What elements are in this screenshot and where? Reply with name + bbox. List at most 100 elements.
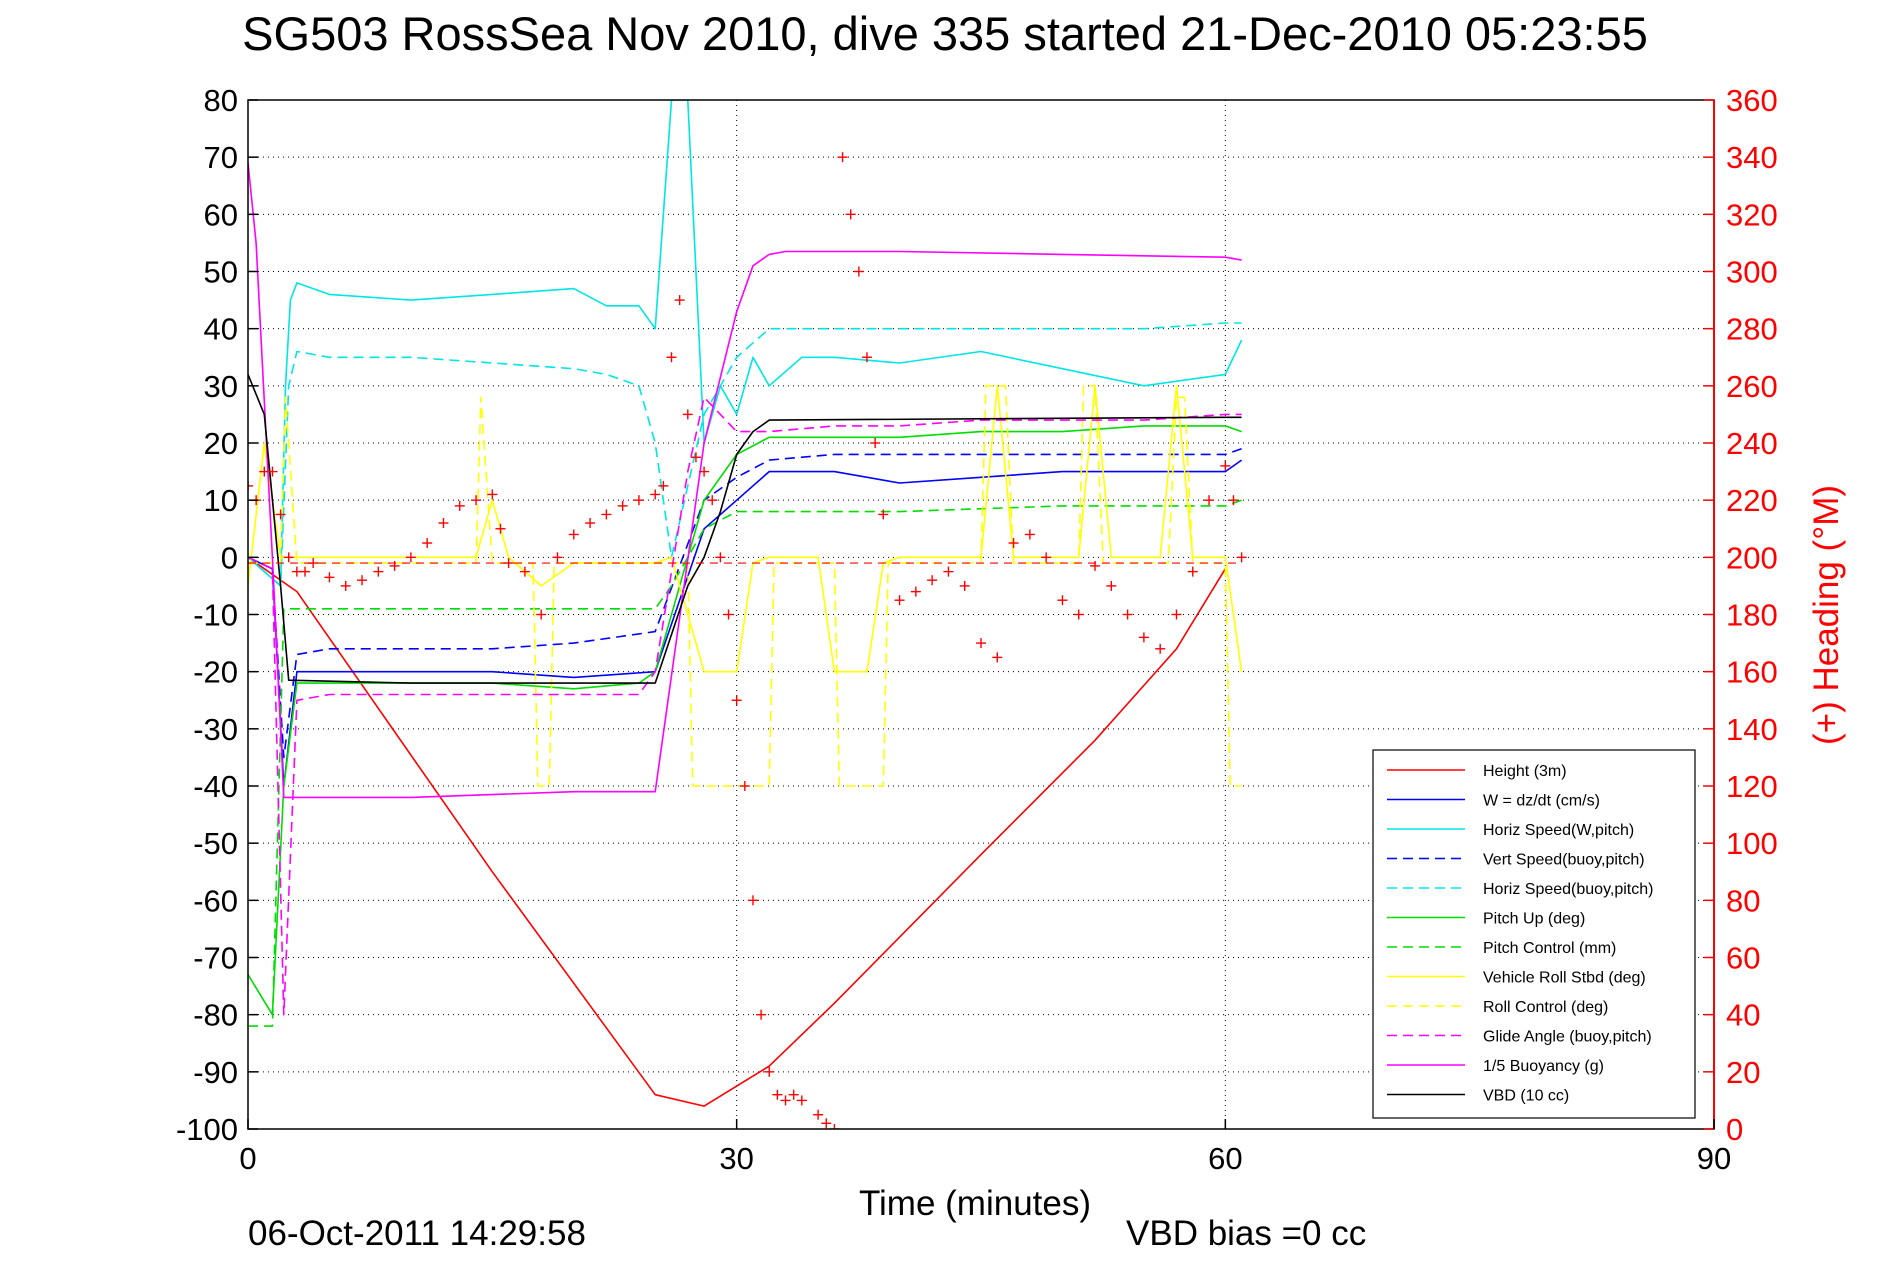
heading-point bbox=[707, 495, 718, 506]
heading-point bbox=[495, 523, 506, 534]
heading-point bbox=[601, 509, 612, 520]
heading-point bbox=[731, 695, 742, 706]
series-line-1 bbox=[248, 459, 1243, 787]
legend-item: Horiz Speed(W,pitch) bbox=[1387, 822, 1634, 839]
y2-tick-label: 360 bbox=[1726, 83, 1778, 118]
heading-point bbox=[772, 1089, 783, 1100]
y-tick-label: 10 bbox=[204, 483, 238, 518]
legend-label: Glide Angle (buoy,pitch) bbox=[1483, 1029, 1652, 1046]
y-tick-label: 40 bbox=[204, 312, 238, 347]
series-line-9 bbox=[248, 396, 1242, 1016]
heading-point bbox=[617, 500, 628, 511]
heading-point bbox=[715, 552, 726, 563]
heading-point bbox=[454, 500, 465, 511]
heading-point bbox=[1008, 538, 1019, 549]
heading-point bbox=[552, 552, 563, 563]
y-tick-label: 80 bbox=[204, 83, 238, 118]
heading-point bbox=[568, 529, 579, 540]
heading-point bbox=[658, 480, 669, 491]
heading-point bbox=[788, 1089, 799, 1100]
x-tick-label: 90 bbox=[1697, 1141, 1731, 1176]
heading-point bbox=[422, 538, 433, 549]
vbd-bias-label: VBD bias =0 cc bbox=[1126, 1214, 1366, 1253]
heading-point bbox=[519, 566, 530, 577]
heading-point bbox=[1024, 529, 1035, 540]
y2-tick-label: 220 bbox=[1726, 483, 1778, 518]
legend-box bbox=[1372, 749, 1696, 1119]
y-tick-label: -10 bbox=[193, 598, 238, 633]
legend: Height (3m) W = dz/dt (cm/s) Horiz Speed(W… bbox=[1372, 749, 1696, 1119]
heading-point bbox=[1187, 566, 1198, 577]
y2-tick-label: 100 bbox=[1726, 826, 1778, 861]
y-tick-label: -60 bbox=[193, 883, 238, 918]
y2-tick-label: 240 bbox=[1726, 426, 1778, 461]
heading-point bbox=[1106, 580, 1117, 591]
y2-tick-label: 120 bbox=[1726, 769, 1778, 804]
legend-item: Vehicle Roll Stbd (deg) bbox=[1387, 970, 1646, 987]
heading-point bbox=[267, 466, 278, 477]
y2-tick-label: 260 bbox=[1726, 369, 1778, 404]
y2-tick-label: 180 bbox=[1726, 598, 1778, 633]
legend-label: Pitch Control (mm) bbox=[1483, 940, 1616, 957]
y-tick-label: -20 bbox=[193, 655, 238, 690]
heading-point bbox=[248, 480, 253, 491]
y-tick-label: 70 bbox=[204, 140, 238, 175]
y-tick-label: 0 bbox=[221, 540, 238, 575]
heading-point bbox=[666, 352, 677, 363]
heading-point bbox=[821, 1118, 832, 1129]
legend-item: Pitch Control (mm) bbox=[1387, 940, 1616, 957]
series-line-7 bbox=[248, 384, 1243, 673]
heading-point bbox=[324, 572, 335, 583]
y2-tick-label: 160 bbox=[1726, 655, 1778, 690]
tick-layer: 80706050403020100-10-20-30-40-50-60-70-8… bbox=[176, 83, 1778, 1176]
series-line-6 bbox=[248, 499, 1242, 1027]
heading-point bbox=[1171, 609, 1182, 620]
y2-tick-label: 60 bbox=[1726, 941, 1760, 976]
heading-point bbox=[927, 575, 938, 586]
heading-point bbox=[373, 566, 384, 577]
heading-point bbox=[674, 295, 685, 306]
legend-item: Horiz Speed(buoy,pitch) bbox=[1387, 881, 1653, 898]
y-tick-label: -70 bbox=[193, 941, 238, 976]
heading-point bbox=[1204, 495, 1215, 506]
heading-point bbox=[813, 1109, 824, 1120]
heading-point bbox=[650, 489, 661, 500]
heading-point bbox=[1122, 609, 1133, 620]
series-line-10 bbox=[248, 162, 1242, 799]
heading-point bbox=[536, 609, 547, 620]
heading-point bbox=[943, 566, 954, 577]
heading-point bbox=[861, 352, 872, 363]
heading-point bbox=[853, 266, 864, 277]
heading-point bbox=[723, 609, 734, 620]
y-tick-label: 20 bbox=[204, 426, 238, 461]
heading-point bbox=[405, 552, 416, 563]
heading-point bbox=[870, 438, 881, 448]
legend-label: Roll Control (deg) bbox=[1483, 999, 1608, 1016]
heading-point bbox=[1057, 595, 1068, 606]
heading-point bbox=[1073, 609, 1084, 620]
heading-point bbox=[585, 518, 596, 529]
heading-point bbox=[389, 560, 400, 571]
heading-point bbox=[910, 586, 921, 597]
heading-point bbox=[959, 580, 970, 591]
y2-tick-label: 0 bbox=[1726, 1112, 1743, 1147]
heading-point bbox=[992, 652, 1003, 663]
series-line-11 bbox=[248, 374, 1242, 684]
heading-point bbox=[357, 575, 368, 586]
legend-item: Vert Speed(buoy,pitch) bbox=[1387, 852, 1645, 869]
heading-point bbox=[1220, 460, 1231, 471]
series-line-0 bbox=[248, 556, 1226, 1107]
y-tick-label: -90 bbox=[193, 1055, 238, 1090]
heading-point bbox=[976, 638, 986, 649]
heading-point bbox=[487, 489, 498, 500]
y2-tick-label: 300 bbox=[1726, 255, 1778, 290]
legend-item: Glide Angle (buoy,pitch) bbox=[1387, 1029, 1652, 1046]
legend-label: Vehicle Roll Stbd (deg) bbox=[1483, 970, 1646, 987]
y2-tick-label: 40 bbox=[1726, 998, 1760, 1033]
heading-point bbox=[1228, 495, 1239, 506]
heading-point bbox=[438, 518, 449, 529]
x-axis-label: Time (minutes) bbox=[859, 1184, 1091, 1223]
legend-label: Height (3m) bbox=[1483, 763, 1567, 780]
legend-label: Horiz Speed(W,pitch) bbox=[1483, 822, 1634, 839]
